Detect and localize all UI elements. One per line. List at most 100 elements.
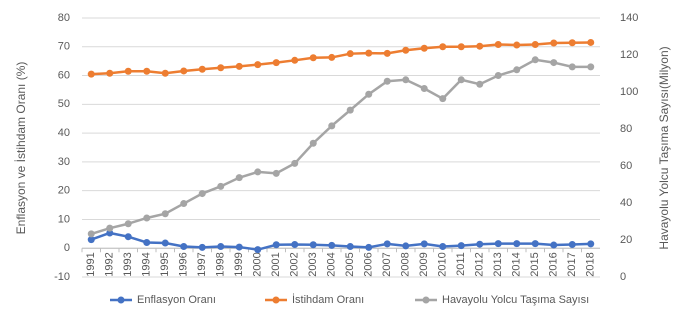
x-tick-label: 1994: [141, 252, 153, 276]
data-point: [254, 61, 262, 69]
data-point: [161, 69, 169, 77]
data-point: [476, 80, 484, 88]
data-point: [383, 240, 391, 248]
x-tick-label: 2014: [511, 252, 523, 276]
x-tick-label: 1999: [233, 252, 245, 276]
data-point: [457, 76, 465, 84]
x-tick-label: 2017: [566, 252, 578, 276]
data-point: [383, 77, 391, 85]
data-point: [568, 63, 576, 71]
x-tick-label: 1992: [104, 252, 116, 276]
data-point: [106, 224, 114, 232]
x-tick-label: 2013: [492, 252, 504, 276]
data-point: [365, 243, 373, 251]
legend-label: İstihdam Oranı: [292, 293, 364, 306]
x-tick-label: 2008: [400, 252, 412, 276]
data-point: [291, 240, 299, 248]
x-tick-label: 1993: [122, 252, 134, 276]
x-tick-label: 1995: [159, 252, 171, 276]
data-point: [143, 238, 151, 246]
data-point: [180, 242, 188, 250]
y-tick-label: 0: [64, 242, 70, 254]
data-point: [309, 139, 317, 147]
data-point: [161, 210, 169, 218]
data-point: [531, 240, 539, 248]
data-point: [180, 200, 188, 208]
data-point: [439, 95, 447, 103]
x-tick-label: 2012: [474, 252, 486, 276]
data-point: [254, 246, 262, 254]
data-point: [587, 240, 595, 248]
data-point: [346, 106, 354, 114]
x-tick-label: 1998: [215, 252, 227, 276]
y-tick-label: 40: [58, 127, 70, 139]
x-tick-label: 2018: [585, 252, 597, 276]
y2-tick-label: 100: [620, 86, 638, 98]
data-point: [328, 122, 336, 130]
data-point: [550, 59, 558, 67]
x-tick-label: 2011: [455, 252, 467, 276]
data-point: [143, 214, 151, 222]
data-point: [291, 159, 299, 167]
data-point: [272, 241, 280, 249]
data-point: [272, 59, 280, 67]
data-point: [87, 236, 95, 244]
data-point: [328, 241, 336, 249]
x-tick-label: 2016: [548, 252, 560, 276]
data-point: [291, 56, 299, 64]
y-axis-title: Enflasyon ve İstihdam Oranı (%): [14, 62, 28, 235]
y2-tick-label: 40: [620, 197, 632, 209]
data-point: [309, 241, 317, 249]
x-tick-label: 2015: [529, 252, 541, 276]
series-line: [90, 231, 591, 251]
y2-tick-label: 140: [620, 12, 638, 24]
series-line: [90, 58, 591, 236]
data-point: [217, 182, 225, 190]
x-tick-label: 2007: [381, 252, 393, 276]
x-tick-label: 2001: [270, 252, 282, 276]
data-point: [420, 44, 428, 52]
x-tick-label: 2000: [252, 252, 264, 276]
y-tick-label: 30: [58, 156, 70, 168]
data-point: [180, 67, 188, 75]
y-tick-label: 70: [58, 41, 70, 53]
x-tick-label: 2009: [418, 252, 430, 276]
data-point: [198, 65, 206, 73]
y2-tick-label: 0: [620, 271, 626, 283]
x-tick-label: 1997: [196, 252, 208, 276]
data-point: [106, 229, 114, 237]
data-point: [346, 50, 354, 58]
data-point: [439, 43, 447, 51]
data-point: [402, 76, 410, 84]
data-point: [513, 240, 521, 248]
data-point: [513, 66, 521, 74]
y2-tick-label: 60: [620, 160, 632, 172]
x-tick-label: 1996: [178, 252, 190, 276]
data-point: [531, 56, 539, 64]
y2-tick-label: 120: [620, 49, 638, 61]
data-point: [217, 64, 225, 72]
y2-tick-label: 80: [620, 123, 632, 135]
data-point: [550, 39, 558, 47]
data-point: [402, 242, 410, 250]
y-tick-label: -10: [54, 271, 70, 283]
y2-tick-label: 20: [620, 234, 632, 246]
data-point: [161, 239, 169, 247]
data-point: [143, 67, 151, 75]
data-point: [365, 90, 373, 98]
data-point: [531, 40, 539, 48]
x-tick-label: 2003: [307, 252, 319, 276]
data-point: [420, 84, 428, 92]
legend-label: Havayolu Yolcu Taşıma Sayısı: [442, 294, 589, 306]
x-tick-label: 2004: [326, 252, 338, 276]
legend-marker: [117, 296, 125, 304]
x-tick-label: 1991: [85, 252, 97, 276]
data-point: [494, 240, 502, 248]
data-point: [568, 240, 576, 248]
data-point: [235, 174, 243, 182]
x-tick-label: 2002: [289, 252, 301, 276]
x-tick-label: 2006: [363, 252, 375, 276]
data-point: [476, 42, 484, 50]
y-tick-label: 60: [58, 69, 70, 81]
data-point: [494, 40, 502, 48]
